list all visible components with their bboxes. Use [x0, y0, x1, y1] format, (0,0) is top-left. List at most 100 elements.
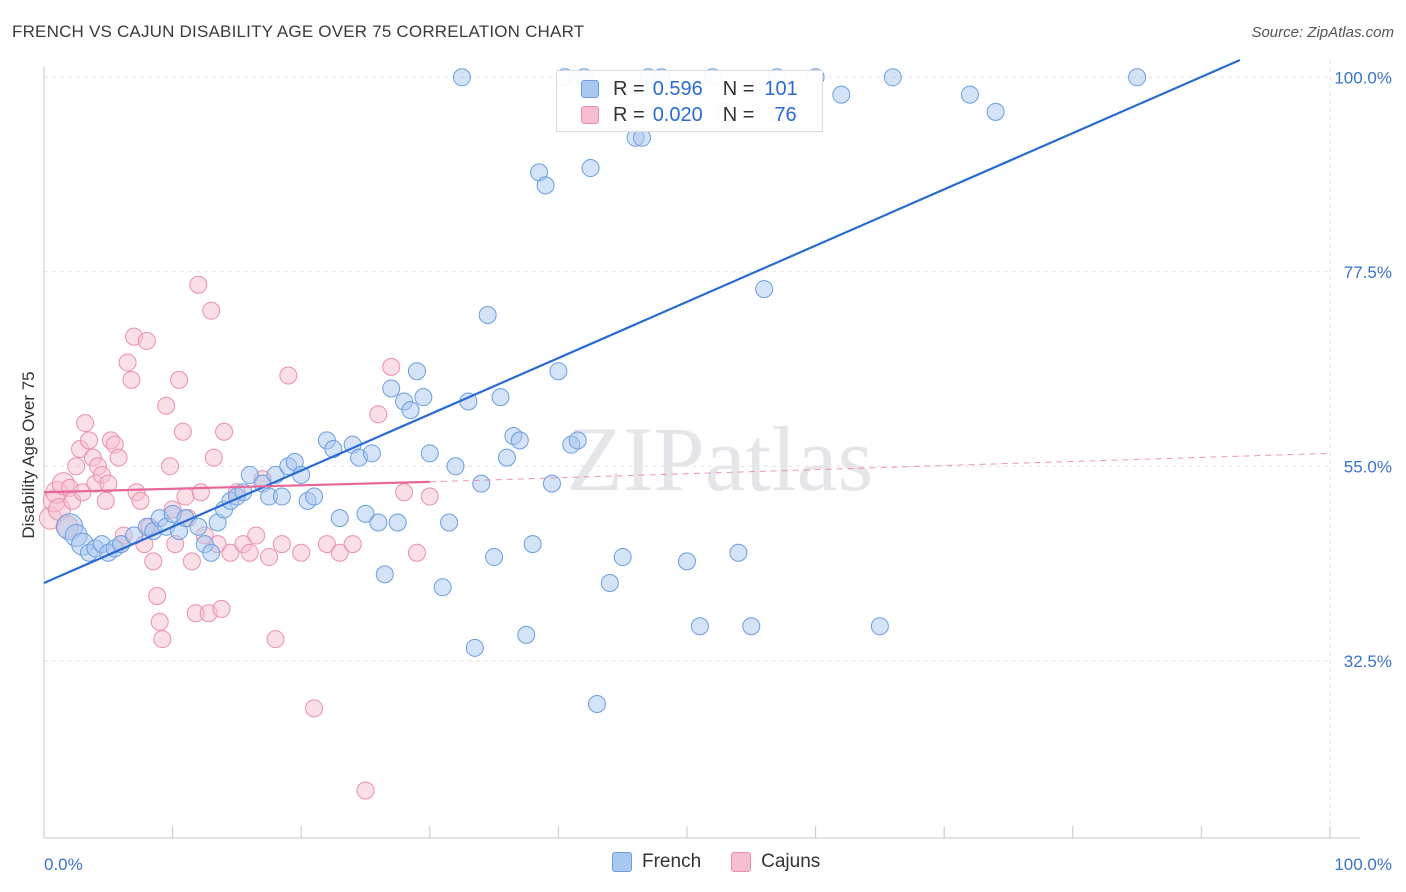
french-point	[517, 625, 536, 644]
cajun-point	[122, 370, 141, 389]
french-r-label: R =	[613, 77, 645, 100]
cajun-point	[76, 414, 95, 433]
source-label: Source: ZipAtlas.com	[1251, 24, 1394, 41]
french-n-value: 101	[764, 77, 798, 100]
cajun-n-value: 76	[774, 103, 797, 126]
cajun-r-value: 0.020	[652, 103, 703, 126]
legend-row-cajuns: R = 0.020 N = 76	[581, 103, 797, 127]
x-tick-label: 100.0%	[1334, 855, 1392, 874]
french-point	[510, 431, 529, 450]
french-point	[729, 543, 748, 562]
y-tick-label: 100.0%	[1334, 68, 1392, 87]
cajun-point	[182, 552, 201, 571]
french-point	[497, 448, 516, 467]
french-point	[755, 280, 774, 299]
cajun-trend-line	[43, 480, 430, 494]
french-point	[420, 444, 439, 463]
french-point	[986, 102, 1005, 121]
cajun-legend-label: Cajuns	[761, 851, 821, 872]
cajun-point	[317, 535, 336, 554]
french-trend-line	[43, 58, 1241, 584]
french-n-label: N =	[722, 77, 755, 100]
french-point	[568, 431, 587, 450]
cajun-point	[369, 405, 388, 424]
cajun-point	[191, 483, 210, 502]
series-legend: French Cajuns	[612, 851, 850, 873]
y-axis-label: Disability Age Over 75	[19, 371, 38, 538]
y-tick-label: 55.0%	[1344, 457, 1392, 476]
watermark: ZIPatlas	[567, 408, 874, 510]
cajun-point	[266, 630, 285, 649]
cajun-point	[420, 487, 439, 506]
french-point	[240, 465, 259, 484]
cajun-point	[176, 487, 195, 506]
cajun-legend-swatch	[731, 852, 752, 872]
french-legend-label: French	[642, 851, 702, 872]
french-point	[407, 362, 426, 381]
french-point	[883, 68, 902, 87]
cajun-point	[407, 543, 426, 562]
legend-item-cajuns[interactable]: Cajuns	[731, 851, 820, 873]
cajun-n-label: N =	[722, 103, 755, 126]
french-point	[305, 487, 324, 506]
french-point	[401, 401, 420, 420]
french-point	[388, 513, 407, 532]
french-point	[330, 509, 349, 528]
y-tick-label: 77.5%	[1344, 263, 1392, 282]
cajun-point	[292, 543, 311, 562]
tick-labels: 32.5% 55.0% 77.5% 100.0% 0.0% 100.0%	[44, 68, 1392, 874]
french-point	[581, 159, 600, 178]
cajun-point	[150, 612, 169, 631]
french-point	[478, 306, 497, 325]
french-point	[375, 565, 394, 584]
cajun-point	[247, 526, 266, 545]
french-point	[678, 552, 696, 571]
cajun-point	[305, 699, 324, 718]
french-legend-swatch	[612, 852, 632, 872]
french-point	[587, 695, 606, 714]
cajun-point	[96, 491, 115, 510]
french-point	[369, 513, 388, 532]
cajun-point	[109, 448, 128, 467]
french-r-value: 0.596	[652, 77, 703, 100]
french-point	[452, 68, 471, 87]
cajun-point	[382, 357, 401, 376]
cajun-point	[212, 599, 231, 618]
cajun-point	[189, 275, 208, 294]
x-tick-label: 0.0%	[44, 855, 83, 874]
french-point	[433, 578, 452, 597]
french-point	[472, 474, 491, 493]
french-point	[613, 548, 632, 567]
cajun-point	[260, 548, 279, 567]
cajun-r-label: R =	[613, 103, 645, 126]
french-point	[523, 535, 542, 554]
french-point	[549, 362, 568, 381]
cajun-point	[148, 586, 167, 605]
french-point	[189, 517, 208, 536]
cajun-point	[118, 353, 137, 372]
cajun-point	[137, 331, 156, 350]
cajun-point	[80, 431, 99, 450]
french-point	[465, 638, 484, 657]
french-point	[491, 388, 510, 407]
cajun-point	[215, 422, 234, 441]
legend-item-french[interactable]: French	[612, 851, 701, 873]
french-point	[960, 85, 979, 104]
cajun-point	[395, 483, 414, 502]
chart-title: FRENCH VS CAJUN DISABILITY AGE OVER 75 C…	[12, 22, 585, 41]
french-point	[832, 85, 851, 104]
french-point	[690, 617, 709, 636]
axes	[43, 66, 1360, 839]
cajun-point	[131, 491, 150, 510]
cajun-point	[279, 366, 298, 385]
cajun-point	[272, 535, 291, 554]
french-point	[600, 573, 619, 592]
french-point	[440, 513, 459, 532]
french-point	[870, 617, 889, 636]
correlation-legend: R = 0.596 N = 101 R = 0.020 N = 76	[556, 70, 823, 132]
cajun-point	[240, 543, 259, 562]
cajun-point	[173, 422, 192, 441]
french-point	[272, 487, 291, 506]
french-point	[742, 617, 761, 636]
